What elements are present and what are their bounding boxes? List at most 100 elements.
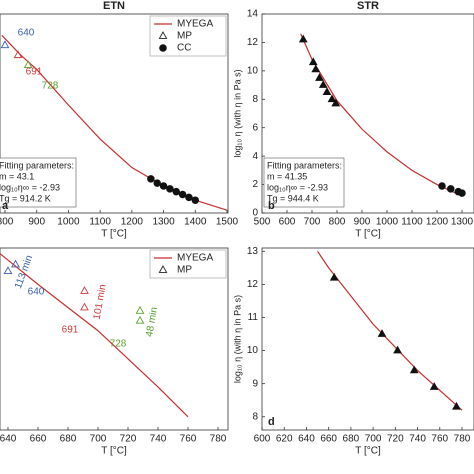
y-tick-label: 13 xyxy=(247,246,259,257)
annotation: 691 xyxy=(26,67,43,78)
curve xyxy=(0,252,189,418)
x-tick-label: 1000 xyxy=(376,217,399,228)
circle-point xyxy=(147,175,155,183)
fit-box xyxy=(263,157,345,208)
triangle-point xyxy=(308,57,318,66)
plot-area xyxy=(317,250,463,411)
annotation: 728 xyxy=(110,339,127,350)
triangle-point xyxy=(331,98,341,107)
triangle-point xyxy=(318,80,328,88)
x-axis-label: T [°C] xyxy=(355,229,381,240)
annotation: 691 xyxy=(62,325,79,336)
curve xyxy=(317,250,463,411)
x-tick-label: 740 xyxy=(409,434,426,445)
legend-swatch xyxy=(158,31,168,39)
x-tick-label: 900 xyxy=(28,217,45,228)
fit-text: log₁₀η∞ = -2.93 xyxy=(0,182,60,192)
x-tick-label: 660 xyxy=(320,434,337,445)
x-tick-label: 800 xyxy=(0,217,14,228)
y-tick-label: 12 xyxy=(247,279,259,290)
x-tick-label: 1000 xyxy=(57,217,80,228)
x-tick-label: 1100 xyxy=(401,217,423,228)
x-tick-label: 500 xyxy=(254,217,271,228)
plot-area xyxy=(0,34,228,211)
annotation: 640 xyxy=(28,287,45,298)
x-tick-label: 620 xyxy=(276,434,293,445)
y-tick-label: 0 xyxy=(252,208,258,219)
x-axis-label: T [°C] xyxy=(101,229,127,240)
x-tick-label: 660 xyxy=(30,434,47,445)
x-axis-label: T [°C] xyxy=(355,446,381,457)
fit-box xyxy=(0,157,77,208)
x-tick-label: 740 xyxy=(150,434,167,445)
y-axis-label: log₁₀ η (with η in Pa s) xyxy=(232,295,242,383)
y-tick-label: 6 xyxy=(252,122,258,133)
annotation: 640 xyxy=(18,28,35,39)
triangle-point xyxy=(135,315,145,324)
plot-frame xyxy=(261,247,474,431)
triangle-point xyxy=(393,345,402,354)
triangle-point xyxy=(13,50,23,59)
x-tick-label: 700 xyxy=(90,434,107,445)
plot-frame xyxy=(0,13,229,214)
legend-swatch xyxy=(158,265,168,273)
legend-label: CC xyxy=(177,43,191,54)
fit-text: Tg = 944.4 K xyxy=(267,193,319,203)
annotation: 101 min xyxy=(92,284,109,321)
annotation: 48 min xyxy=(144,306,160,337)
triangle-point xyxy=(452,401,461,410)
x-tick-label: 600 xyxy=(279,217,296,228)
circle-point xyxy=(153,179,161,187)
x-tick-label: 680 xyxy=(60,434,77,445)
chart-title: ETN xyxy=(103,0,125,12)
circle-point xyxy=(447,185,455,193)
x-tick-label: 760 xyxy=(180,434,197,445)
legend-box xyxy=(149,249,227,279)
panel-label: d xyxy=(268,416,275,428)
chart-title: STR xyxy=(357,0,379,12)
plot-area xyxy=(298,33,466,197)
plot-area xyxy=(0,252,189,418)
panel-label: a xyxy=(2,200,9,212)
fit-text: Fitting parameters: xyxy=(267,160,342,170)
circle-point xyxy=(166,185,174,193)
x-axis-label: T [°C] xyxy=(101,446,127,457)
triangle-point xyxy=(80,286,89,294)
x-tick-label: 680 xyxy=(343,434,360,445)
y-tick-label: 10 xyxy=(247,345,259,356)
fit-text: Tg = 914.2 K xyxy=(0,193,51,203)
triangle-point xyxy=(0,40,10,49)
x-tick-label: 780 xyxy=(210,434,227,445)
triangle-point xyxy=(327,94,337,103)
y-tick-label: 9 xyxy=(252,378,258,389)
triangle-point xyxy=(409,365,419,374)
fit-text: Fitting parameters: xyxy=(0,160,74,170)
plot-frame xyxy=(0,247,229,431)
legend-label: MP xyxy=(177,31,192,42)
x-tick-label: 640 xyxy=(298,434,315,445)
triangle-point xyxy=(315,73,324,81)
triangle-point xyxy=(377,329,387,337)
triangle-point xyxy=(322,87,332,96)
x-tick-label: 780 xyxy=(454,434,471,445)
triangle-point xyxy=(298,34,308,43)
fit-text: m = 43.1 xyxy=(0,171,34,181)
x-tick-label: 1200 xyxy=(426,217,449,228)
triangle-point xyxy=(429,382,439,390)
triangle-point xyxy=(23,60,33,69)
y-tick-label: 14 xyxy=(247,9,259,20)
legend-label: MYEGA xyxy=(177,19,213,30)
circle-point xyxy=(438,182,446,190)
triangle-point xyxy=(11,259,20,268)
circle-point xyxy=(172,187,181,196)
circle-point xyxy=(159,182,168,190)
triangle-point xyxy=(3,266,13,275)
x-tick-label: 1300 xyxy=(451,217,474,228)
x-tick-label: 1200 xyxy=(121,217,144,228)
x-tick-label: 700 xyxy=(304,217,321,228)
y-axis-label: log₁₀ η (with η in Pa s) xyxy=(232,69,242,157)
legend-swatch xyxy=(159,44,167,52)
x-tick-label: 900 xyxy=(354,217,371,228)
y-tick-label: 8 xyxy=(252,94,258,105)
x-tick-label: 700 xyxy=(365,434,382,445)
